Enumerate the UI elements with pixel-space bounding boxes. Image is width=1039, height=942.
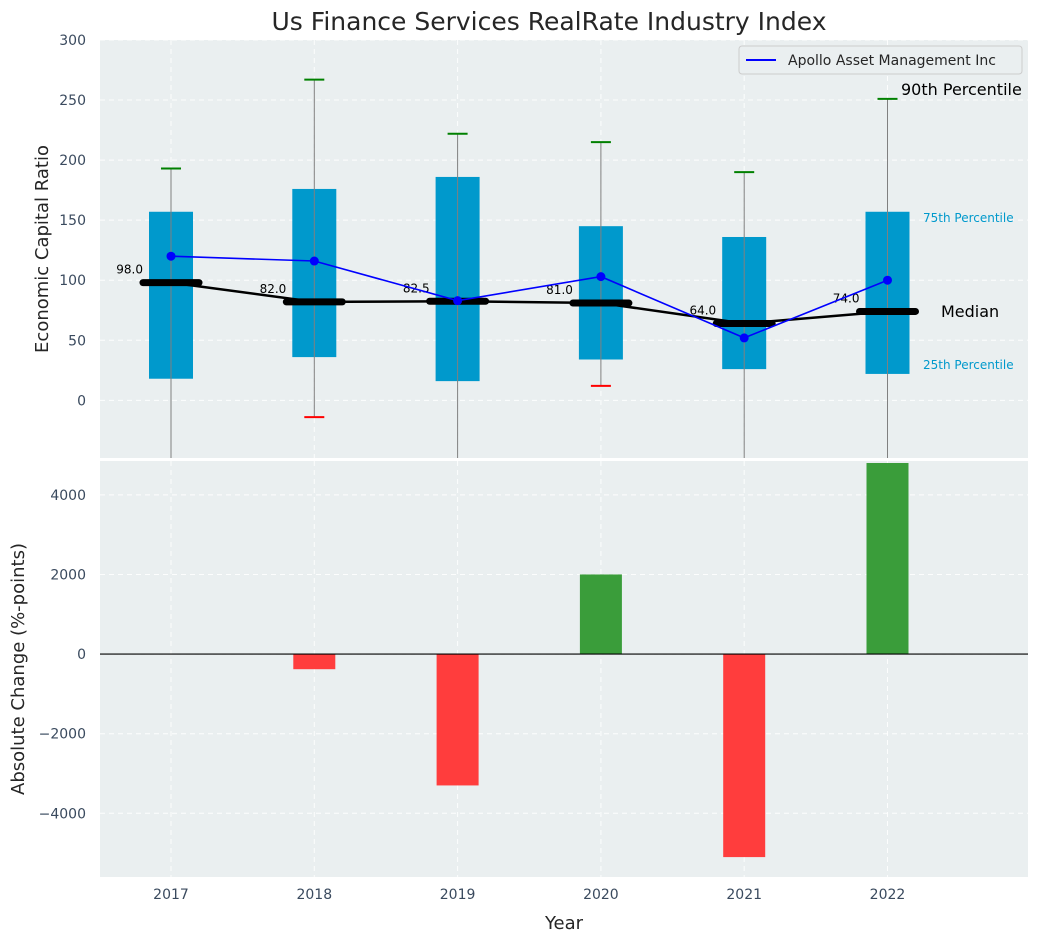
top-y-tick-label-0: 0 bbox=[77, 393, 86, 409]
change-bar-2019 bbox=[436, 654, 479, 786]
top-y-tick-label-300: 300 bbox=[59, 33, 86, 49]
median-label-2017: 98.0 bbox=[116, 263, 143, 277]
series-point-2021 bbox=[739, 333, 749, 343]
bottom-y-tick-label--4000: −4000 bbox=[39, 806, 86, 822]
top-y-tick-label-200: 200 bbox=[59, 153, 86, 169]
x-tick-label-2020: 2020 bbox=[583, 887, 619, 903]
legend-label-apollo: Apollo Asset Management Inc bbox=[788, 53, 996, 69]
bottom-panel-plot bbox=[100, 462, 1028, 858]
series-point-2022 bbox=[883, 275, 892, 285]
x-axis: 2017 2018 2019 2020 2021 2022 bbox=[153, 887, 905, 903]
top-y-tick-label-100: 100 bbox=[59, 273, 86, 289]
x-axis-label: Year bbox=[544, 913, 584, 934]
bottom-y-tick-label-4000: 4000 bbox=[50, 488, 86, 504]
x-tick-label-2017: 2017 bbox=[153, 887, 189, 903]
bottom-y-axis: −4000 −2000 0 2000 4000 bbox=[39, 488, 86, 822]
top-y-tick-label-250: 250 bbox=[59, 93, 86, 109]
top-y-tick-label-150: 150 bbox=[59, 213, 86, 229]
change-bar-2018 bbox=[293, 654, 336, 670]
annotation-90th-percentile: 90th Percentile bbox=[901, 80, 1022, 99]
median-label-2018: 82.0 bbox=[260, 282, 287, 296]
x-tick-label-2018: 2018 bbox=[296, 887, 332, 903]
median-label-2019: 82.5 bbox=[403, 281, 430, 295]
median-label-2020: 81.0 bbox=[546, 283, 573, 297]
bottom-y-tick-label--2000: −2000 bbox=[39, 727, 86, 743]
x-tick-label-2019: 2019 bbox=[440, 887, 476, 903]
bottom-y-tick-label-0: 0 bbox=[77, 647, 86, 663]
chart-title: Us Finance Services RealRate Industry In… bbox=[272, 7, 827, 36]
change-bar-2021 bbox=[723, 654, 766, 858]
annotation-75th-percentile: 75th Percentile bbox=[923, 211, 1014, 225]
series-point-2020 bbox=[596, 272, 606, 282]
top-y-axis-label: Economic Capital Ratio bbox=[32, 145, 53, 353]
bottom-y-axis-label: Absolute Change (%-points) bbox=[8, 543, 29, 795]
annotation-median: Median bbox=[941, 302, 999, 321]
legend-box bbox=[738, 45, 1023, 75]
legend: Apollo Asset Management Inc bbox=[738, 45, 1023, 75]
top-y-axis: 0 50 100 150 200 250 300 bbox=[59, 33, 86, 409]
change-bar-2022 bbox=[866, 462, 909, 655]
x-tick-label-2022: 2022 bbox=[870, 887, 906, 903]
series-line-apollo bbox=[170, 255, 888, 339]
median-label-2021: 64.0 bbox=[689, 303, 716, 317]
series-point-2019 bbox=[453, 296, 463, 306]
series-point-2017 bbox=[166, 251, 176, 261]
top-y-tick-label-50: 50 bbox=[68, 333, 86, 349]
change-bar-2020 bbox=[579, 574, 622, 655]
top-panel-plot: 98.082.0 82.5 81.064.074.0 bbox=[116, 78, 919, 458]
annotation-25th-percentile: 25th Percentile bbox=[923, 358, 1014, 372]
x-tick-label-2021: 2021 bbox=[726, 887, 762, 903]
bottom-y-tick-label-2000: 2000 bbox=[50, 567, 86, 583]
series-point-2018 bbox=[309, 256, 319, 266]
